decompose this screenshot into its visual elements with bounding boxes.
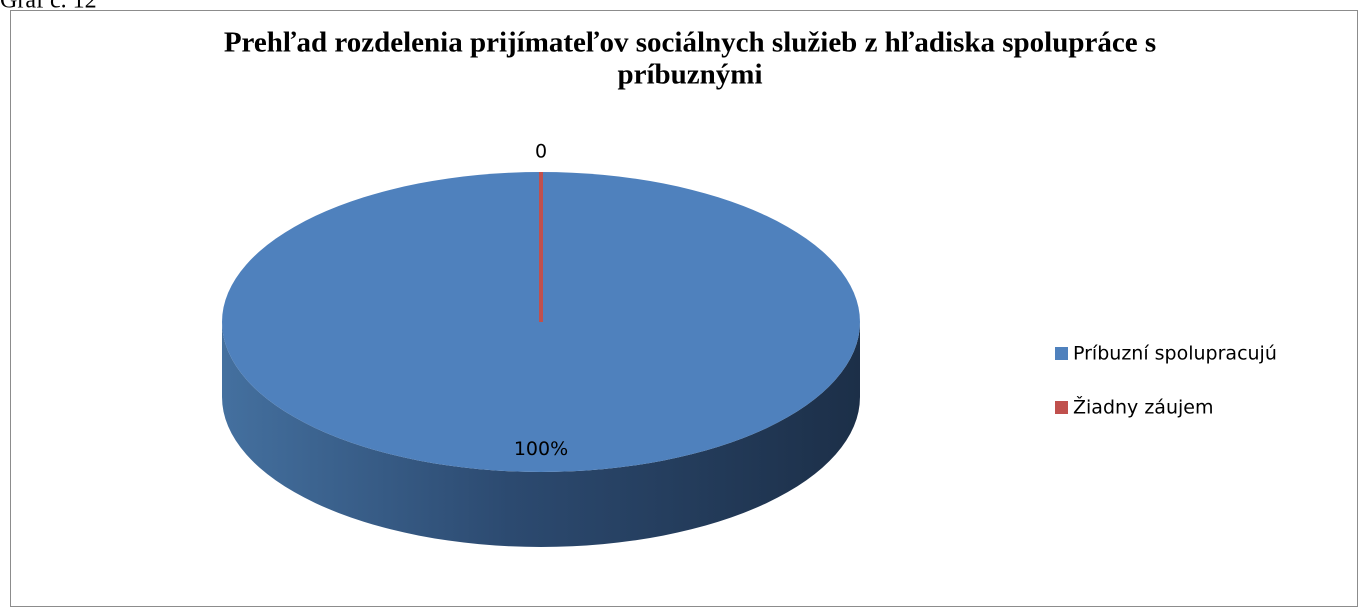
legend-label: Žiadny záujem [1073,396,1213,419]
chart-title: príbuznými [617,59,762,91]
legend-swatch [1055,347,1068,360]
data-label: 100% [514,438,568,460]
pie-side [222,322,860,547]
legend-swatch [1055,401,1068,414]
data-label: 0 [535,141,547,163]
chart-title: Prehľad rozdelenia prijímateľov sociálny… [224,27,1156,59]
legend-label: Príbuzní spolupracujú [1073,343,1277,365]
